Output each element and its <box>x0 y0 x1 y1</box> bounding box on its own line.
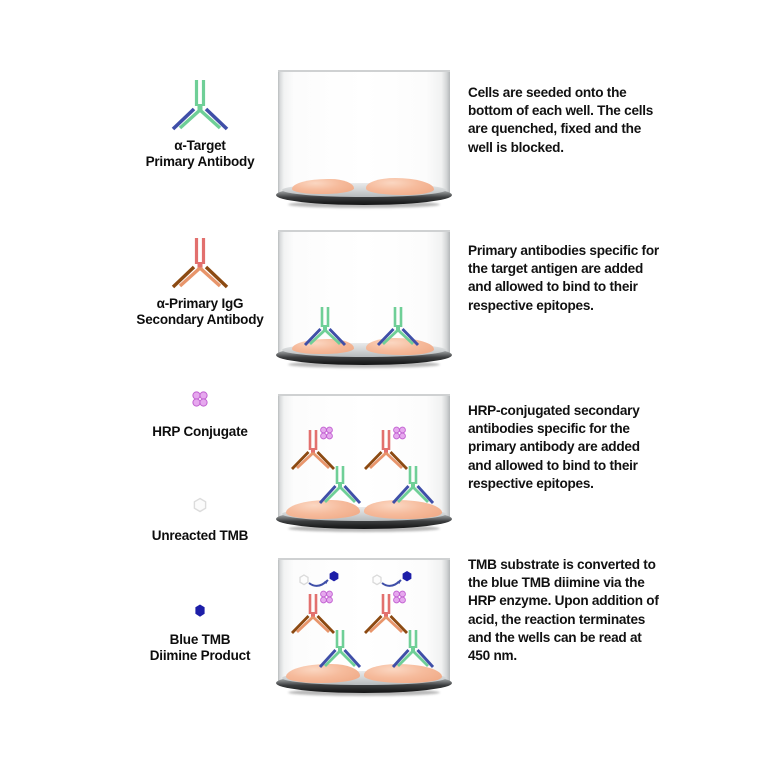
primary-antibody-bound <box>318 630 362 668</box>
description-step-1: Cells are seeded onto the bottom of each… <box>468 85 654 155</box>
well-step-2 <box>276 230 452 368</box>
unreacted-tmb-icon <box>120 492 280 518</box>
well-wall <box>278 70 450 196</box>
primary-antibody-bound <box>303 307 347 347</box>
hrp-secondary-antibody-bound <box>290 426 336 470</box>
conversion-arrow-icon <box>308 579 329 587</box>
well-shadow <box>288 525 440 532</box>
cell <box>286 500 360 519</box>
cell <box>364 500 442 519</box>
well-step-4 <box>276 558 452 696</box>
primary-antibody-bound <box>376 307 420 347</box>
hrp-conjugate-icon <box>393 426 406 440</box>
blue-tmb-diimine-icon <box>120 598 280 624</box>
primary-antibody-icon <box>120 72 280 134</box>
well-shadow <box>288 201 440 208</box>
unreacted-tmb-icon <box>299 574 309 586</box>
conversion-arrow-icon <box>323 580 328 584</box>
primary-antibody-bound <box>391 630 435 668</box>
hrp-secondary-antibody-bound <box>290 590 336 634</box>
description-step-4: TMB substrate is converted to the blue T… <box>468 557 659 664</box>
secondary-antibody-icon <box>120 230 280 292</box>
legend-label-step-2: α-Primary IgG Secondary Antibody <box>136 296 264 327</box>
well-wall <box>278 230 450 356</box>
well-wall <box>278 394 450 520</box>
tmb-conversion-2 <box>372 571 412 587</box>
hrp-conjugate-icon <box>320 426 333 440</box>
well-shadow <box>288 689 440 696</box>
legend-label-step-1: α-Target Primary Antibody <box>145 138 255 169</box>
conversion-arrow-icon <box>381 579 402 587</box>
hrp-secondary-antibody-bound <box>363 590 409 634</box>
description-step-2: Primary antibodies specific for the targ… <box>468 243 659 313</box>
unreacted-tmb-icon <box>372 574 382 586</box>
cell <box>292 179 354 194</box>
legend-label-step-4: Blue TMB Diimine Product <box>149 632 251 663</box>
assay-step-4: Blue TMB Diimine Product <box>0 548 764 708</box>
hrp-secondary-antibody-bound <box>363 426 409 470</box>
well-shadow <box>288 361 440 368</box>
blue-tmb-diimine-icon <box>329 571 339 582</box>
blue-tmb-diimine-icon <box>402 571 412 582</box>
bound-complex-layer <box>290 426 435 504</box>
conversion-arrow-icon <box>396 580 401 584</box>
hrp-conjugate-icon <box>120 386 280 412</box>
primary-antibody-bound <box>391 466 435 504</box>
primary-antibody-bound <box>318 466 362 504</box>
assay-step-3: HRP Conjugate Unreacted TMB <box>0 382 764 552</box>
hrp-conjugate-icon <box>320 590 333 604</box>
legend-step-1: α-Target Primary Antibody <box>120 72 280 170</box>
legend-label-step-3: HRP Conjugate <box>152 424 248 439</box>
legend-step-3: HRP Conjugate Unreacted TMB <box>120 386 280 544</box>
cell <box>366 178 434 195</box>
cell <box>364 664 442 683</box>
legend-step-2: α-Primary IgG Secondary Antibody <box>120 230 280 328</box>
assay-step-1: α-Target Primary Antibody Cells are seed… <box>0 62 764 212</box>
cell <box>286 664 360 683</box>
tmb-reaction-layer <box>290 571 435 668</box>
hrp-conjugate-icon <box>393 590 406 604</box>
legend-label-step-3-secondary: Unreacted TMB <box>151 528 249 543</box>
well-step-1 <box>276 70 452 208</box>
well-step-3 <box>276 394 452 532</box>
tmb-conversion-1 <box>299 571 339 587</box>
bound-antibodies-layer <box>303 307 420 347</box>
legend-step-4: Blue TMB Diimine Product <box>120 598 280 664</box>
description-step-3: HRP-conjugated secondary antibodies spec… <box>468 403 640 491</box>
assay-step-2: α-Primary IgG Secondary Antibody <box>0 224 764 374</box>
